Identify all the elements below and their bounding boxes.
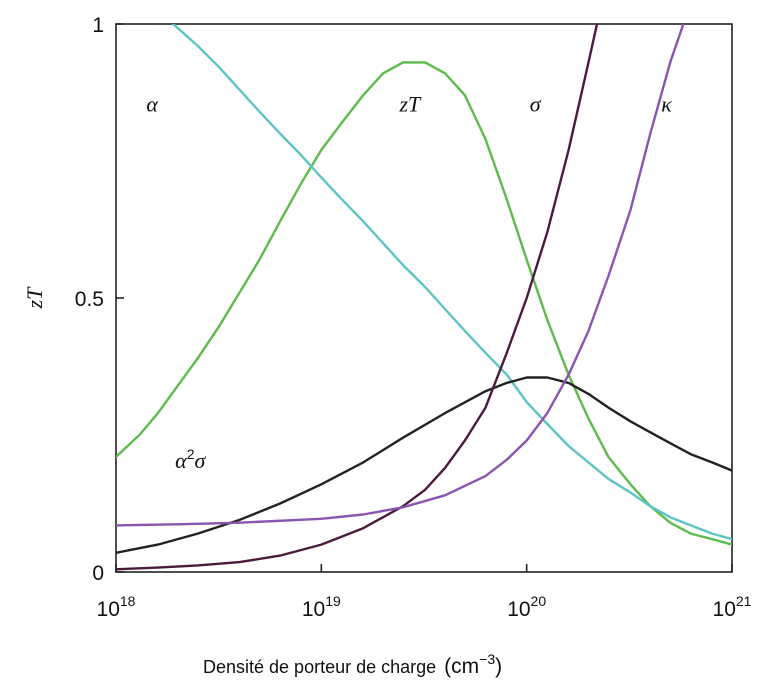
- curve-label-sigma: σ: [530, 92, 542, 117]
- curve-label-alpha: α: [146, 92, 158, 117]
- curve-label-kappa: κ: [661, 92, 672, 117]
- x-tick-exponent: 19: [325, 593, 341, 609]
- x-axis-unit-close: ): [495, 655, 502, 678]
- x-tick-label: 1019: [302, 593, 341, 621]
- series-line-alpha: [172, 24, 732, 541]
- series-line-zt: [116, 61, 732, 546]
- y-axis-label: zT: [22, 286, 47, 310]
- x-tick-base: 10: [713, 598, 736, 621]
- x-tick-label: 1018: [97, 593, 136, 621]
- series-line-sigma: [116, 24, 599, 571]
- y-tick-label: 0.5: [75, 288, 104, 311]
- x-axis-unit-exponent: −3: [479, 651, 495, 667]
- curve-label-alpha2-sigma: α2σ: [175, 446, 206, 473]
- x-tick-label: 1021: [713, 593, 752, 621]
- label-layer: α zT σ κ α2σ: [146, 92, 672, 473]
- series-line-kappa: [116, 24, 685, 527]
- curve-label-zt: zT: [399, 92, 423, 117]
- x-tick-base: 10: [97, 598, 120, 621]
- x-axis-label-text: Densité de porteur de charge: [203, 657, 436, 677]
- series-layer: [116, 24, 732, 571]
- x-axis-unit: (cm: [444, 655, 479, 678]
- x-axis-label: Densité de porteur de charge (cm−3): [203, 651, 502, 678]
- x-tick-exponent: 21: [736, 593, 752, 609]
- y-tick-label: 1: [92, 14, 104, 37]
- x-tick-label: 1020: [507, 593, 546, 621]
- series-line-alpha2-sigma: [116, 376, 732, 554]
- x-tick-base: 10: [302, 598, 325, 621]
- y-tick-label: 0: [92, 562, 104, 585]
- x-tick-exponent: 18: [120, 593, 136, 609]
- x-tick-exponent: 20: [531, 593, 547, 609]
- x-tick-base: 10: [507, 598, 530, 621]
